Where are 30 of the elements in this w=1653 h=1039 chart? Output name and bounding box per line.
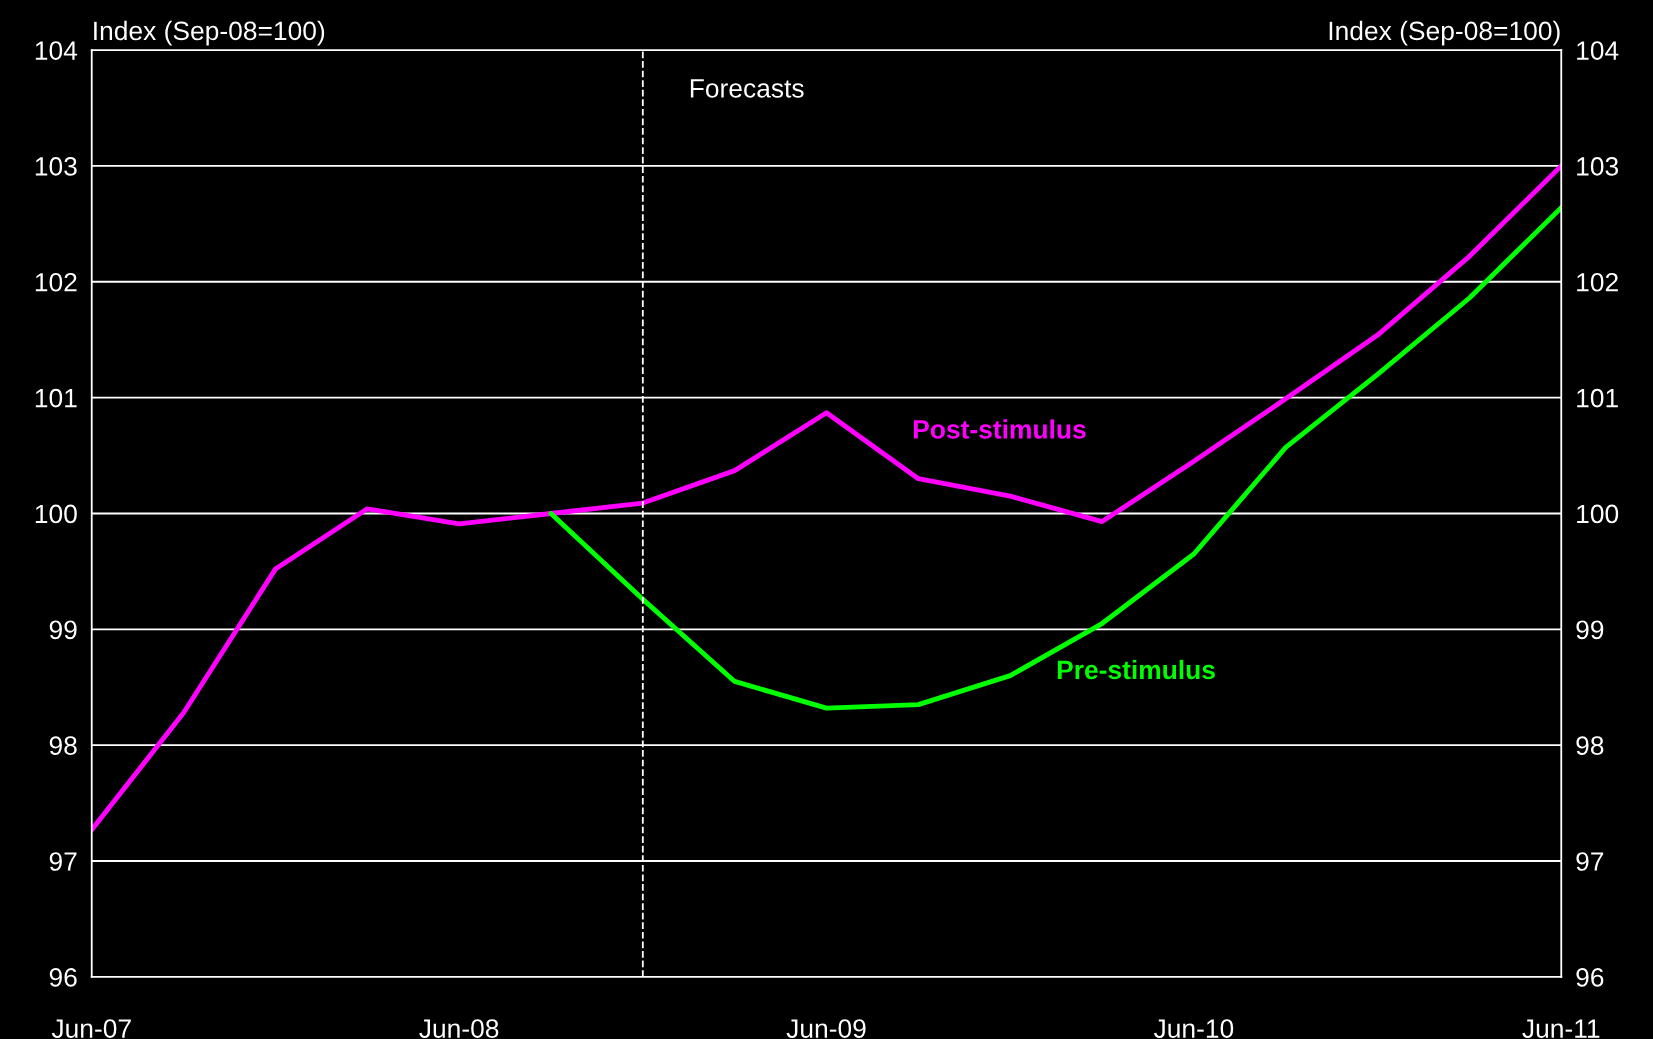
x-tick-label: Jun-09 [786, 1019, 866, 1038]
y2-tick-label: 96 [1576, 968, 1604, 987]
x-tick-label: Jun-08 [419, 1019, 499, 1038]
y-tick-label: 97 [49, 852, 77, 871]
x-tick-label: Jun-10 [1153, 1019, 1234, 1038]
y2-tick-label: 97 [1576, 852, 1604, 871]
y-tick-label: 98 [49, 736, 77, 755]
y-tick-label: 104 [35, 41, 78, 60]
y2-tick-label: 101 [1577, 388, 1618, 408]
series-label: Pre-stimulus [1057, 659, 1215, 680]
y-axis-title: Index (Sep-08=100) [94, 20, 325, 46]
y2-axis-title: Index (Sep-08=100) [1329, 20, 1560, 46]
y2-tick-label: 99 [1576, 620, 1604, 640]
y2-tick-label: 102 [1577, 272, 1618, 292]
y-tick-label: 99 [49, 620, 77, 640]
y2-tick-label: 104 [1577, 41, 1619, 60]
series-label: Post-stimulus [913, 419, 1086, 439]
x-tick-label: Jun-07 [51, 1019, 131, 1038]
ref-line-label: Forecasts [690, 79, 804, 98]
y-tick-label: 100 [35, 504, 77, 524]
y-tick-label: 103 [35, 157, 77, 176]
y2-tick-label: 100 [1577, 504, 1619, 524]
y-tick-label: 96 [49, 968, 77, 987]
y2-tick-label: 103 [1577, 157, 1619, 176]
y-tick-label: 101 [35, 388, 77, 408]
x-tick-label: Jun-11 [1522, 1019, 1600, 1038]
y2-tick-label: 98 [1576, 736, 1604, 755]
line-series [548, 205, 1562, 711]
line-series [91, 163, 1562, 833]
y-tick-label: 102 [35, 272, 77, 292]
